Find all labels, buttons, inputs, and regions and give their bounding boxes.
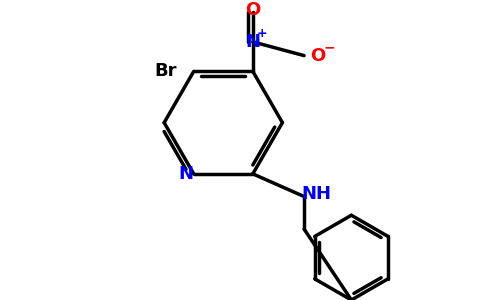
- Text: N: N: [178, 165, 193, 183]
- Text: Br: Br: [155, 62, 177, 80]
- Text: O: O: [310, 46, 326, 64]
- Text: −: −: [324, 41, 335, 55]
- Text: NH: NH: [301, 184, 331, 202]
- Text: O: O: [245, 1, 260, 19]
- Text: N: N: [245, 33, 260, 51]
- Text: +: +: [257, 27, 267, 40]
